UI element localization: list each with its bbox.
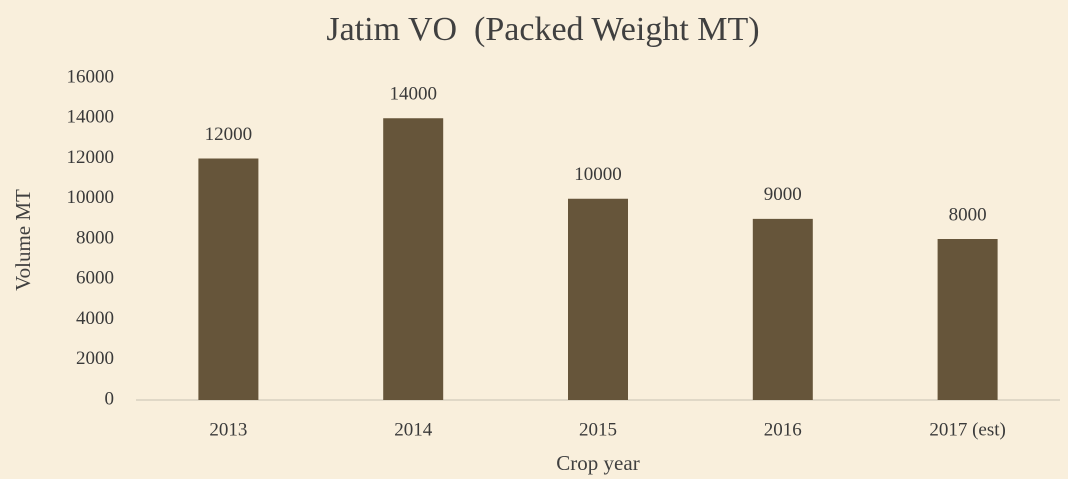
y-tick-label: 16000: [67, 66, 115, 87]
y-tick-label: 6000: [76, 268, 114, 289]
y-tick-label: 8000: [76, 227, 114, 248]
bar: [752, 218, 813, 400]
data-label: 8000: [949, 204, 987, 225]
bar: [383, 118, 444, 400]
y-axis-title: Volume MT: [11, 189, 35, 291]
data-label: 10000: [574, 164, 622, 185]
chart-title: Jatim VO (Packed Weight MT): [326, 11, 759, 48]
x-tick-label: 2014: [394, 419, 433, 440]
y-tick-label: 12000: [67, 147, 115, 168]
y-tick-label: 14000: [67, 107, 115, 128]
x-tick-label: 2013: [209, 419, 247, 440]
x-tick-label: 2015: [579, 419, 617, 440]
x-tick-label: 2017 (est): [929, 419, 1006, 440]
y-tick-label: 0: [105, 388, 115, 409]
y-tick-label: 10000: [67, 187, 115, 208]
y-tick-label: 2000: [76, 348, 114, 369]
x-axis-title: Crop year: [556, 451, 639, 475]
y-tick-label: 4000: [76, 308, 114, 329]
bar: [568, 198, 628, 400]
x-tick-label: 2016: [764, 419, 802, 440]
data-label: 12000: [205, 124, 253, 145]
bar: [198, 158, 259, 400]
bar: [937, 239, 998, 400]
data-label: 14000: [389, 84, 437, 105]
data-label: 9000: [764, 184, 802, 205]
